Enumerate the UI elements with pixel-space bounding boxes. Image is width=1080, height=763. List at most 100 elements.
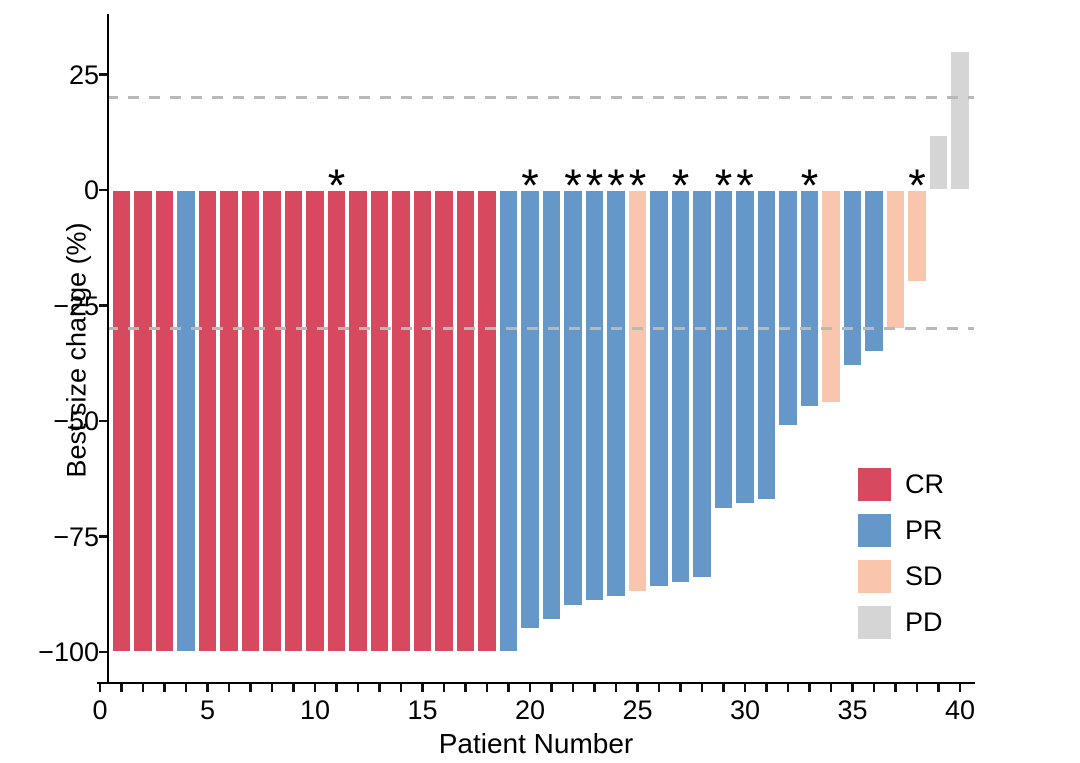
significance-star-patient-30: * [736, 160, 754, 211]
legend-swatch-pr [858, 514, 891, 547]
legend-item-pr: PR [858, 514, 944, 547]
bar-patient-8 [262, 190, 282, 652]
significance-star-patient-33: * [800, 160, 819, 211]
y-tick--100 [98, 650, 107, 654]
x-axis-title: Patient Number [438, 728, 634, 759]
x-tick-label-10: 10 [299, 695, 331, 725]
x-tick-label-35: 35 [837, 695, 868, 725]
x-tick-24 [614, 684, 618, 692]
y-axis-title: Best size change (%) [61, 222, 92, 478]
bar-patient-19 [498, 190, 519, 652]
x-tick-9 [292, 684, 295, 692]
bar-patient-27 [670, 190, 691, 583]
bar-patient-7 [240, 190, 261, 652]
bar-patient-13 [369, 190, 390, 652]
legend-item-pd: PD [858, 606, 944, 639]
y-tick-label--75: −75 [53, 521, 99, 552]
bar-patient-25 [627, 190, 648, 592]
x-tick-37 [894, 684, 897, 692]
bar-patient-3 [154, 190, 175, 652]
x-tick-22 [571, 684, 575, 692]
y-tick--75 [98, 535, 107, 538]
x-tick-15 [421, 684, 424, 692]
x-tick-34 [829, 684, 833, 692]
x-tick-28 [700, 684, 704, 692]
bar-patient-12 [348, 190, 368, 652]
bar-patient-35 [842, 190, 863, 366]
significance-star-patient-38: * [908, 160, 926, 211]
bar-patient-37 [885, 190, 906, 329]
x-tick-23 [593, 684, 596, 692]
bar-patient-6 [219, 190, 239, 652]
y-tick--50 [98, 419, 107, 423]
bar-patient-22 [563, 190, 583, 606]
bar-patient-29 [713, 190, 734, 509]
x-tick-16 [442, 684, 446, 692]
bar-patient-20 [520, 190, 540, 629]
bar-patient-26 [649, 190, 669, 588]
x-tick-35 [851, 684, 854, 692]
x-tick-12 [356, 684, 360, 692]
x-tick-36 [872, 684, 876, 692]
x-tick-20 [528, 684, 532, 692]
bar-patient-10 [305, 190, 325, 652]
significance-star-patient-23: * [585, 160, 604, 211]
significance-star-patient-24: * [607, 160, 625, 211]
bar-patient-36 [864, 190, 884, 352]
significance-star-patient-29: * [714, 160, 733, 211]
x-tick-label-25: 25 [622, 695, 653, 725]
y-tick-label--50: −50 [53, 406, 99, 436]
legend-swatch-pd [858, 606, 891, 639]
x-tick-2 [141, 684, 145, 692]
x-tick-0 [98, 684, 102, 692]
bar-patient-24 [606, 190, 626, 597]
legend-swatch-cr [858, 468, 891, 501]
x-tick-8 [270, 684, 274, 692]
x-tick-1 [120, 684, 123, 692]
bar-patient-11 [326, 190, 347, 652]
bar-patient-32 [778, 190, 798, 426]
bar-patient-31 [756, 190, 777, 500]
x-tick-5 [206, 684, 209, 692]
x-tick-label-0: 0 [92, 695, 108, 725]
legend-label-sd: SD [905, 561, 943, 591]
bar-patient-23 [584, 190, 605, 602]
y-tick-label--100: −100 [38, 637, 99, 667]
bar-patient-39 [928, 134, 949, 190]
x-tick-label-20: 20 [514, 695, 546, 725]
significance-star-patient-27: * [671, 160, 690, 211]
x-tick-11 [335, 684, 338, 692]
x-tick-19 [507, 684, 510, 692]
x-tick-32 [786, 684, 790, 692]
x-tick-13 [378, 684, 381, 692]
legend-label-cr: CR [905, 469, 944, 499]
y-tick--25 [98, 304, 107, 307]
bar-patient-9 [283, 190, 304, 652]
y-tick-label-25: 25 [68, 59, 99, 90]
significance-star-patient-25: * [628, 160, 647, 211]
x-tick-label-15: 15 [407, 695, 438, 725]
y-tick-label-0: 0 [83, 175, 99, 205]
x-tick-4 [184, 684, 188, 692]
bar-patient-28 [692, 190, 712, 579]
x-tick-label-30: 30 [729, 695, 761, 725]
reference-line--30 [107, 326, 974, 331]
bar-patient-38 [907, 190, 927, 283]
x-tick-27 [679, 684, 682, 692]
bar-patient-2 [133, 190, 153, 652]
x-tick-17 [464, 684, 467, 692]
x-axis-line [97, 681, 975, 685]
x-tick-39 [937, 684, 940, 692]
bar-patient-18 [477, 190, 497, 652]
x-tick-14 [399, 684, 403, 692]
legend-label-pd: PD [905, 607, 943, 637]
reference-line-20 [107, 95, 974, 100]
x-tick-21 [550, 684, 553, 692]
x-tick-31 [765, 684, 768, 692]
x-tick-29 [722, 684, 725, 692]
y-tick-0 [98, 188, 107, 192]
bar-patient-14 [391, 190, 411, 652]
legend: CR PR SD PD [858, 468, 944, 639]
bar-patient-15 [412, 190, 433, 652]
